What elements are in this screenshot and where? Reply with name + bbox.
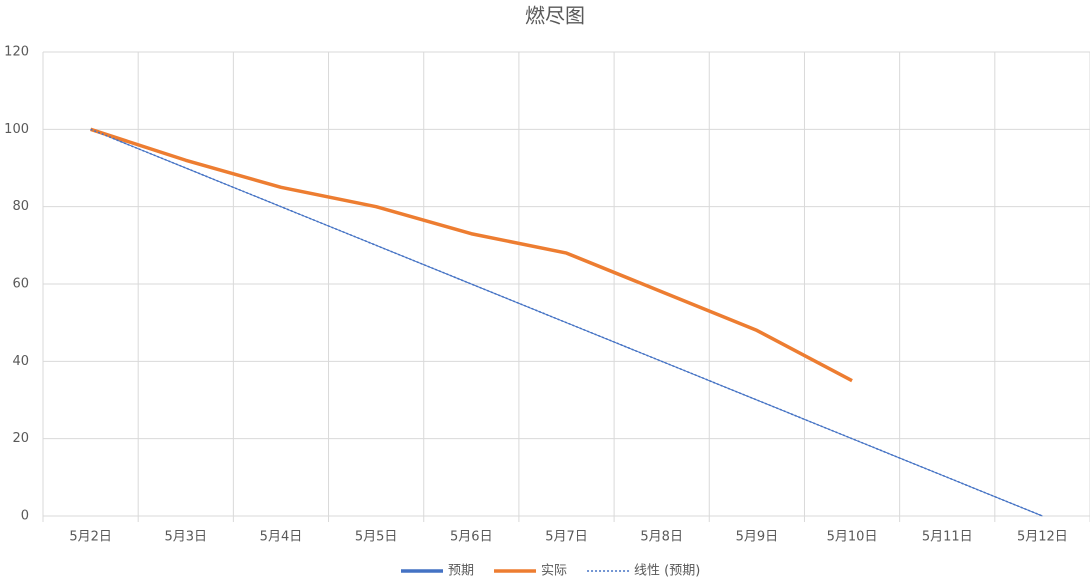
x-tick-label: 5月11日	[922, 530, 973, 545]
x-tick-label: 5月12日	[1017, 530, 1068, 545]
y-tick-label: 100	[4, 122, 29, 137]
x-tick-label: 5月10日	[827, 530, 878, 545]
series-line	[90, 127, 853, 383]
legend-label: 实际	[541, 564, 567, 579]
y-tick-label: 120	[4, 45, 29, 60]
y-tick-label: 60	[12, 277, 29, 292]
x-tick-label: 5月4日	[260, 530, 303, 545]
legend-label: 预期	[448, 564, 474, 579]
x-tick-label: 5月5日	[355, 530, 398, 545]
trend-line	[90, 128, 1043, 517]
x-tick-label: 5月6日	[450, 530, 493, 545]
x-tick-label: 5月8日	[640, 530, 683, 545]
y-tick-label: 0	[21, 509, 29, 524]
x-tick-label: 5月2日	[69, 530, 112, 545]
y-tick-label: 20	[12, 431, 29, 446]
x-tick-label: 5月3日	[164, 530, 207, 545]
x-tick-label: 5月7日	[545, 530, 588, 545]
chart-title: 燃尽图	[525, 4, 585, 28]
legend-label: 线性 (预期)	[634, 564, 700, 579]
y-tick-label: 80	[12, 199, 29, 214]
x-tick-label: 5月9日	[736, 530, 779, 545]
y-tick-label: 40	[12, 354, 29, 369]
